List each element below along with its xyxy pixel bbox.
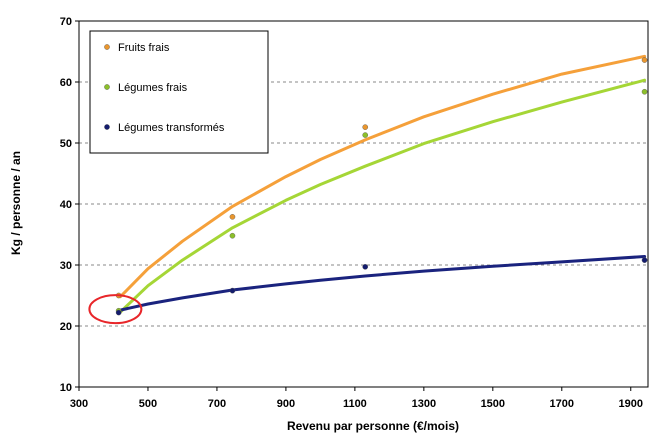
x-tick-label: 900 xyxy=(277,398,295,410)
trendline-series-2 xyxy=(118,255,647,312)
data-point-series-0 xyxy=(362,124,369,130)
data-point-series-0 xyxy=(641,57,648,63)
data-point-series-2 xyxy=(362,264,369,270)
legend-marker-2 xyxy=(104,124,110,130)
data-point-series-2 xyxy=(641,257,648,263)
x-tick-label: 1500 xyxy=(481,398,505,410)
legend-label-1: Légumes frais xyxy=(118,82,188,94)
x-axis-title: Revenu par personne (€/mois) xyxy=(287,419,459,433)
x-tick-label: 1300 xyxy=(412,398,436,410)
y-tick-label: 20 xyxy=(60,321,72,333)
data-point-series-0 xyxy=(229,214,236,220)
x-tick-label: 1100 xyxy=(343,398,367,410)
x-tick-label: 1700 xyxy=(550,398,574,410)
y-tick-label: 70 xyxy=(60,16,72,28)
legend: Fruits frais Légumes frais Légumes transfo… xyxy=(89,30,269,154)
data-point-series-1 xyxy=(362,132,369,138)
trendline-series-0 xyxy=(118,54,647,299)
plot-frame xyxy=(78,20,649,388)
data-point-series-1 xyxy=(641,88,648,95)
x-tick-label: 1900 xyxy=(619,398,643,410)
data-point-series-2 xyxy=(115,309,122,316)
y-tick-label: 60 xyxy=(60,77,72,89)
legend-marker-1 xyxy=(104,84,110,90)
y-tick-label: 10 xyxy=(60,382,72,394)
trendlines xyxy=(118,54,647,314)
data-point-series-1 xyxy=(229,232,236,239)
legend-marker-0 xyxy=(104,44,110,50)
x-tick-label: 500 xyxy=(139,398,157,410)
x-tick-label: 300 xyxy=(70,398,88,410)
x-tick-label: 700 xyxy=(208,398,226,410)
y-axis-title: Kg / personne / an xyxy=(9,151,23,255)
legend-label-0: Fruits frais xyxy=(118,42,170,54)
y-tick-label: 40 xyxy=(60,199,72,211)
annotation-layer xyxy=(88,294,143,325)
trendline-series-1 xyxy=(118,78,647,314)
y-tick-label: 50 xyxy=(60,138,72,150)
axes-layer: 10 20 30 40 50 60 70 300 500 700 900 1100 1300 1500 17… xyxy=(60,16,649,410)
highlight-ellipse xyxy=(88,294,143,325)
legend-label-2: Légumes transformés xyxy=(118,122,225,134)
legend-box xyxy=(89,30,269,154)
y-tick-label: 30 xyxy=(60,260,72,272)
data-point-series-2 xyxy=(229,287,236,294)
